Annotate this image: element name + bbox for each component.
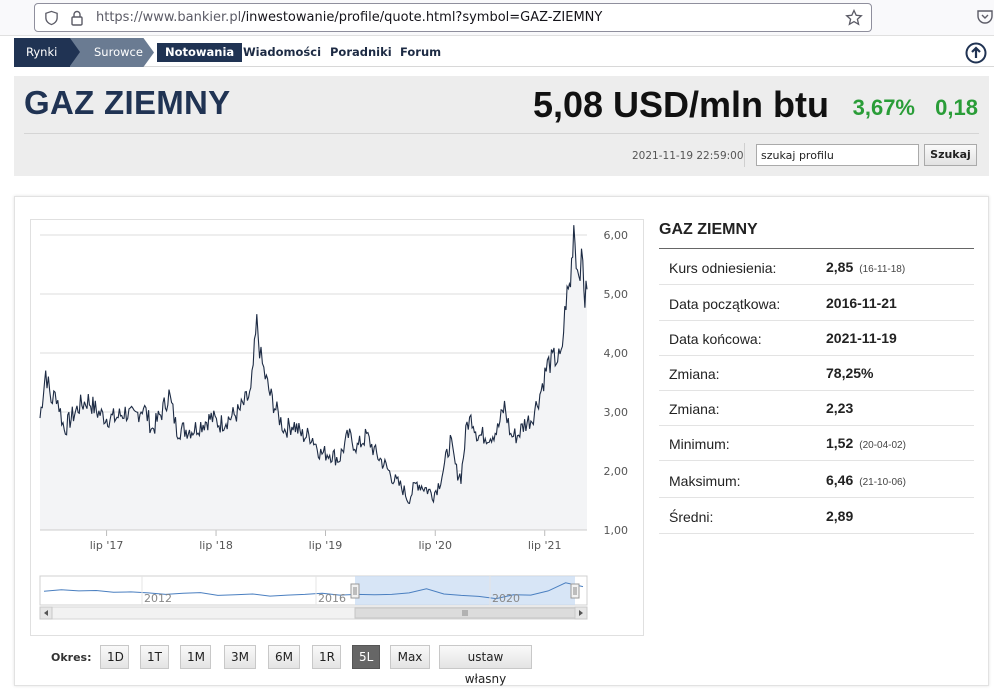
info-row-value: 78,25% [826, 365, 874, 381]
divider [659, 248, 974, 249]
range-custom-button[interactable]: ustaw własny [439, 645, 532, 686]
info-row: Minimum: 1,52 (20-04-02) [659, 426, 974, 461]
nav-notowania[interactable]: Notowania [157, 43, 243, 62]
navigator-selection [355, 576, 575, 605]
y-tick-label: 6,00 [604, 229, 629, 242]
x-tick-label: lip '18 [199, 539, 233, 552]
price-line [39, 225, 588, 505]
info-row-label: Data początkowa: [669, 296, 781, 312]
info-row-label: Kurs odniesienia: [669, 260, 777, 276]
info-row: Maksimum: 6,46 (21-10-06) [659, 463, 974, 498]
pocket-icon[interactable] [976, 8, 994, 26]
info-row: Kurs odniesienia: 2,85 (16-11-18) [659, 250, 974, 285]
info-row-label: Zmiana: [669, 401, 720, 417]
info-row-date: (16-11-18) [859, 264, 906, 275]
lock-icon[interactable] [70, 9, 84, 27]
x-tick-label: lip '19 [309, 539, 343, 552]
info-row-value: 2021-11-19 [826, 330, 897, 346]
divider [24, 133, 979, 134]
range-1m-button[interactable]: 1M [180, 645, 211, 669]
divider [744, 143, 745, 167]
y-tick-label: 4,00 [604, 347, 629, 360]
navigator-tick-label: 2016 [318, 592, 346, 605]
change-absolute: 0,18 [935, 95, 978, 120]
price-area [40, 225, 587, 530]
nav-forum[interactable]: Forum [400, 45, 442, 59]
info-row: Data końcowa: 2021-11-19 [659, 321, 974, 356]
info-row-label: Data końcowa: [669, 331, 762, 347]
info-row: Średni: 2,89 [659, 499, 974, 534]
y-tick-label: 5,00 [604, 288, 629, 301]
breadcrumb-rynki[interactable]: Rynki [14, 38, 80, 67]
scroll-up-icon[interactable] [965, 42, 987, 64]
url-bar[interactable]: https://www.bankier.pl/inwestowanie/prof… [34, 3, 872, 32]
info-row-label: Maksimum: [669, 473, 741, 489]
info-row: Zmiana: 78,25% [659, 356, 974, 391]
price-chart[interactable]: 1,00 2,00 3,00 4,00 5,00 6,00 lip '17 lip '18 l… [30, 219, 644, 629]
range-1d-button[interactable]: 1D [100, 645, 129, 669]
navigator-tick-label: 2020 [492, 592, 520, 605]
info-row-label: Minimum: [669, 436, 730, 452]
info-title: GAZ ZIEMNY [659, 221, 758, 238]
navigator-tick-label: 2012 [144, 592, 172, 605]
range-6m-button[interactable]: 6M [268, 645, 300, 669]
browser-toolbar: https://www.bankier.pl/inwestowanie/prof… [0, 0, 994, 36]
page-title: GAZ ZIEMNY [24, 84, 231, 121]
range-max-button[interactable]: Max [390, 645, 430, 669]
url-text[interactable]: https://www.bankier.pl/inwestowanie/prof… [96, 10, 602, 25]
x-tick-label: lip '17 [90, 539, 124, 552]
info-row-date: (21-10-06) [859, 477, 906, 488]
range-label: Okres: [51, 651, 92, 664]
range-1r-button[interactable]: 1R [312, 645, 341, 669]
quote-timestamp: 2021-11-19 22:59:00 [632, 150, 744, 162]
navigator-handle [570, 583, 580, 599]
bookmark-star-icon[interactable] [845, 9, 863, 27]
info-row-value: 2016-11-21 [826, 295, 897, 311]
info-row-label: Zmiana: [669, 366, 720, 382]
shield-icon[interactable] [44, 10, 59, 26]
quote-header: GAZ ZIEMNY 5,08 USD/mln btu 3,67% 0,18 2… [14, 76, 989, 176]
current-price: 5,08 USD/mln btu [532, 84, 829, 125]
chevron-left-icon [44, 610, 48, 616]
info-row: Zmiana: 2,23 [659, 391, 974, 426]
url-host: https://www.bankier.pl [96, 10, 242, 25]
info-row-value: 2,85 (16-11-18) [826, 259, 906, 275]
main-nav: Surowce Rynki Notowania Wiadomości Porad… [14, 38, 994, 67]
change-percent: 3,67% [852, 95, 915, 120]
info-row-value: 1,52 (20-04-02) [826, 435, 906, 451]
y-tick-label: 1,00 [604, 524, 629, 537]
info-row: Data początkowa: 2016-11-21 [659, 286, 974, 321]
nav-wiadomosci[interactable]: Wiadomości [243, 45, 322, 59]
info-row-label: Średni: [669, 509, 714, 525]
nav-poradniki[interactable]: Poradniki [330, 45, 392, 59]
x-tick-label: lip '20 [418, 539, 452, 552]
breadcrumb-label: Surowce [94, 45, 143, 59]
url-path: /inwestowanie/profile/quote.html?symbol=… [241, 10, 603, 25]
range-5l-button[interactable]: 5L [352, 645, 380, 669]
range-1t-button[interactable]: 1T [140, 645, 169, 669]
y-tick-label: 2,00 [604, 465, 629, 478]
profile-search-input[interactable] [756, 144, 919, 166]
range-navigator[interactable]: 2012 2016 2020 [39, 575, 588, 620]
range-3m-button[interactable]: 3M [224, 645, 256, 669]
breadcrumb-surowce[interactable]: Surowce [66, 38, 154, 67]
search-button[interactable]: Szukaj [924, 144, 977, 166]
breadcrumb-label: Rynki [26, 45, 58, 59]
info-row-value: 6,46 (21-10-06) [826, 472, 906, 488]
y-tick-label: 3,00 [604, 406, 629, 419]
info-row-date: (20-04-02) [859, 440, 906, 451]
x-tick-label: lip '21 [528, 539, 562, 552]
navigator-handle [350, 583, 360, 599]
info-row-value: 2,23 [826, 400, 854, 416]
chevron-right-icon [579, 610, 583, 616]
navigator-line [43, 582, 584, 600]
info-row-value: 2,89 [826, 508, 854, 524]
